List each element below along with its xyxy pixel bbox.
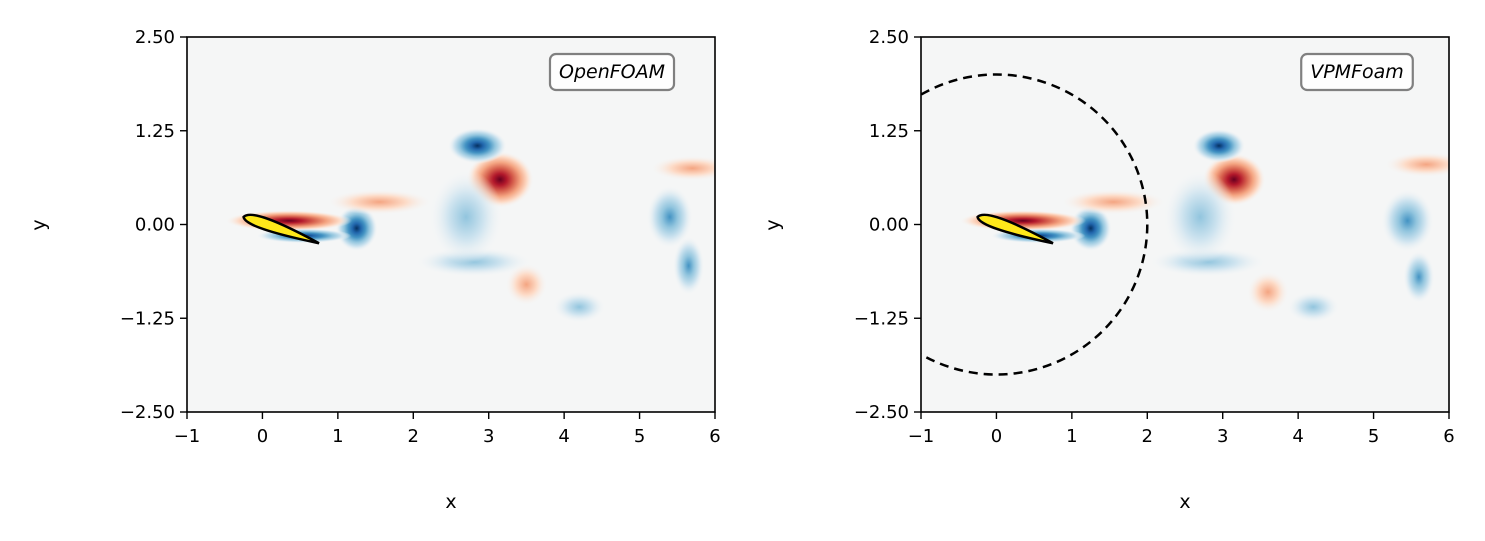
y-tick-label: 1.25 <box>869 121 909 142</box>
plot-area <box>921 37 1449 412</box>
airfoil <box>242 213 320 245</box>
airfoil-shape <box>242 213 320 245</box>
x-axis-label: x <box>445 491 456 513</box>
positive-vortex <box>1246 271 1290 313</box>
x-tick-label: 2 <box>1142 426 1153 447</box>
negative-vortex <box>1286 291 1340 323</box>
x-tick-label: 0 <box>257 426 268 447</box>
y-axis-label: y <box>28 219 50 230</box>
x-tick-label: 6 <box>709 426 720 447</box>
x-tick-label: 5 <box>634 426 645 447</box>
x-tick-label: 6 <box>1443 426 1454 447</box>
y-tick-label: 2.50 <box>869 27 909 48</box>
x-tick-label: 0 <box>991 426 1002 447</box>
dashed-circle <box>921 73 1149 376</box>
x-tick-label: 4 <box>1292 426 1303 447</box>
negative-vortex <box>552 291 606 323</box>
positive-vortex <box>650 155 715 181</box>
x-tick-label: −1 <box>908 426 935 447</box>
x-tick-label: −1 <box>174 426 201 447</box>
x-tick-label: 1 <box>1066 426 1077 447</box>
negative-vortex <box>447 127 507 164</box>
positive-vortex <box>1384 151 1449 178</box>
chart-panel-openfoam: OpenFOAM x y −1 0 1 2 3 4 5 6 2.50 1.25 0.00 −1.25 −… <box>28 27 721 513</box>
y-tick-label: 0.00 <box>135 215 175 236</box>
x-tick-label: 2 <box>408 426 419 447</box>
y-tick-label: 2.50 <box>135 27 175 48</box>
legend-box <box>1300 52 1414 92</box>
negative-vortex <box>672 236 705 296</box>
y-tick-label: −1.25 <box>854 308 909 329</box>
legend-label: OpenFOAM <box>559 61 665 83</box>
positive-vortex <box>505 263 548 306</box>
positive-vortex <box>326 189 433 215</box>
legend-box <box>548 52 676 92</box>
y-tick-label: −1.25 <box>120 308 175 329</box>
y-tick-label: 1.25 <box>135 121 175 142</box>
x-tick-label: 1 <box>332 426 343 447</box>
y-tick-label: 0.00 <box>869 215 909 236</box>
x-tick-label: 4 <box>558 426 569 447</box>
plot-area <box>187 37 715 412</box>
positive-vortex <box>1060 189 1167 215</box>
x-axis-label: x <box>1179 491 1190 513</box>
legend-label: VPMFoam <box>1310 61 1404 83</box>
y-tick-label: −2.50 <box>120 402 175 423</box>
negative-vortex <box>1192 128 1246 163</box>
y-axis-label: y <box>762 219 784 230</box>
x-tick-label: 3 <box>483 426 494 447</box>
negative-vortex <box>1163 169 1238 265</box>
negative-vortex <box>646 185 693 249</box>
chart-panel-vpmfoam: VPMFoam x y −1 0 1 2 3 4 5 6 2.50 1.25 0.00 −1.25 −2… <box>762 27 1455 513</box>
negative-vortex <box>429 169 504 265</box>
airfoil-shape <box>976 213 1054 245</box>
negative-vortex <box>1402 250 1435 304</box>
airfoil <box>976 213 1054 245</box>
negative-vortex <box>1381 189 1434 253</box>
x-tick-label: 5 <box>1368 426 1379 447</box>
y-tick-label: −2.50 <box>854 402 909 423</box>
x-tick-label: 3 <box>1217 426 1228 447</box>
